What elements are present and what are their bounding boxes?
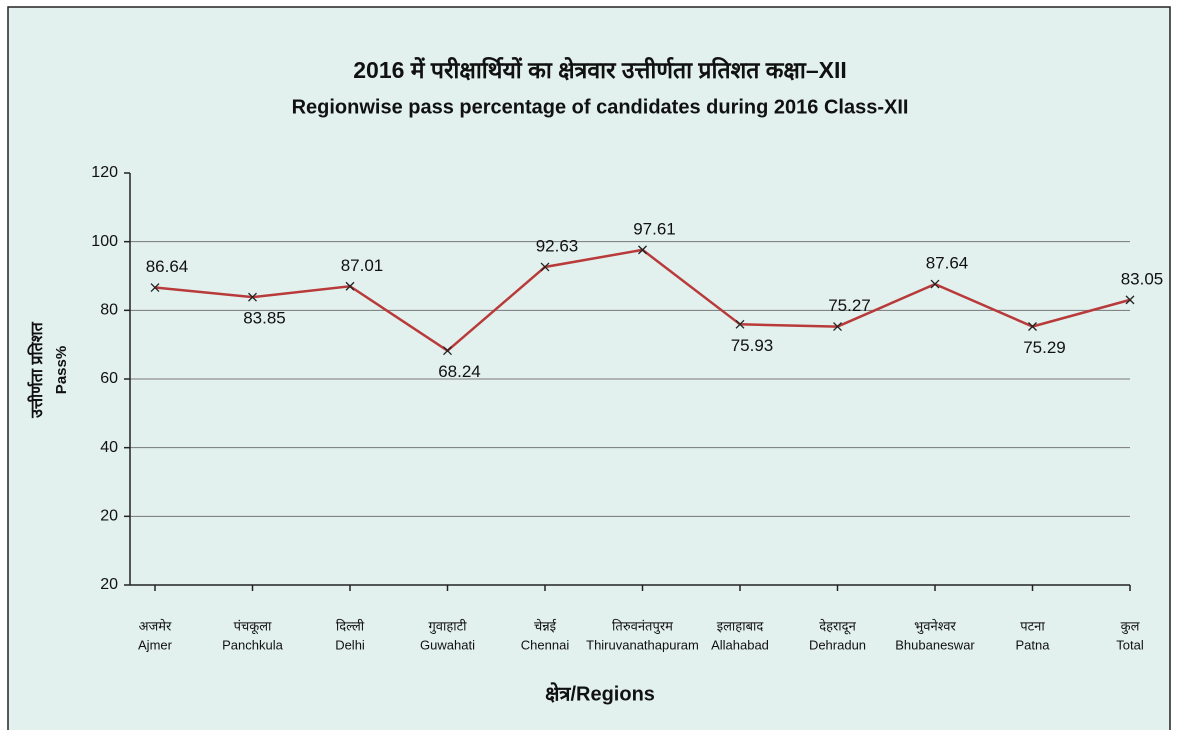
x-tick-label: Dehradun [809,637,866,652]
y-tick-label: 60 [100,370,118,387]
x-tick-label-hindi: चेन्नई [534,618,557,633]
point-marker [443,346,452,356]
data-label: 75.93 [731,336,774,355]
point-marker [1125,295,1135,305]
data-label: 87.01 [341,256,384,275]
data-label: 83.85 [243,309,286,328]
point-marker [735,319,745,329]
x-axis-label: क्षेत्र/Regions [545,681,655,705]
y-tick-label: 100 [91,233,118,250]
y-tick-label: 120 [91,164,118,181]
x-tick-label: Total [1116,637,1144,652]
point-marker [833,322,842,332]
data-label: 97.61 [633,219,676,238]
x-tick-label: Chennai [521,637,570,652]
y-axis-label-hindi: उत्तीर्णता प्रतिशत [27,321,46,418]
data-label: 75.27 [828,296,871,315]
point-marker [930,279,940,289]
y-tick-label: 80 [100,302,118,319]
y-axis-label: Pass% [53,346,70,394]
x-tick-label-hindi: देहरादून [819,618,856,634]
x-tick-label-hindi: अजमेर [139,618,172,633]
x-tick-label: Ajmer [138,637,173,652]
x-tick-label-hindi: कुल [1121,618,1140,634]
x-tick-label: Bhubaneswar [895,637,975,652]
point-marker [540,262,550,272]
point-marker [150,283,160,292]
data-label: 87.64 [926,254,969,273]
data-label: 83.05 [1121,269,1164,288]
y-tick-label: 20 [100,508,118,525]
x-tick-label-hindi: दिल्ली [336,618,365,633]
panel [7,6,1171,735]
x-tick-label: Patna [1016,637,1051,652]
data-label: 86.64 [146,257,189,276]
point-marker [638,245,647,255]
x-tick-label-hindi: भुवनेश्वर [914,618,956,634]
y-tick-label: 40 [100,439,118,456]
x-tick-label: Panchkula [222,637,283,652]
x-tick-label-hindi: पटना [1020,618,1045,633]
x-tick-label: Delhi [335,637,365,652]
chart-subtitle: Regionwise pass percentage of candidates… [292,96,909,118]
data-label: 68.24 [438,362,481,381]
x-tick-label-hindi: तिरुवनंतपुरम [612,618,673,634]
point-marker [345,281,355,291]
x-tick-label-hindi: पंचकूला [234,618,272,634]
point-marker [248,292,257,302]
data-label: 92.63 [536,236,579,255]
x-tick-label-hindi: गुवाहाटी [428,618,467,634]
x-tick-label: Thiruvanathapuram [586,637,699,652]
y-tick-label: 20 [100,576,118,593]
x-tick-label-hindi: इलाहाबाद [717,618,765,633]
x-tick-label: Guwahati [420,637,475,652]
point-marker [1028,322,1037,331]
data-label: 75.29 [1023,338,1066,357]
x-tick-label: Allahabad [711,637,769,652]
chart-title: 2016 में परीक्षार्थियों का क्षेत्रवार उत… [353,56,847,83]
